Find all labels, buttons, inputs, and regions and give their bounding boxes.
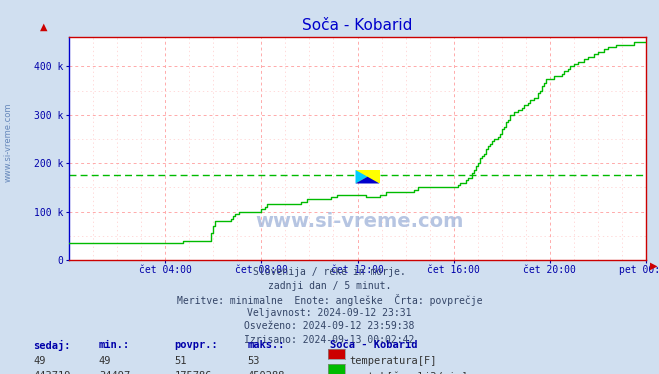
Polygon shape: [355, 170, 368, 184]
Text: 450288: 450288: [247, 371, 285, 374]
Text: pretok[čevelj3/min]: pretok[čevelj3/min]: [349, 371, 468, 374]
Text: maks.:: maks.:: [247, 340, 285, 350]
Text: temperatura[F]: temperatura[F]: [349, 356, 437, 366]
Text: Veljavnost: 2024-09-12 23:31: Veljavnost: 2024-09-12 23:31: [247, 308, 412, 318]
Text: www.si-vreme.com: www.si-vreme.com: [3, 102, 13, 182]
Text: Izrisano: 2024-09-13 00:02:42: Izrisano: 2024-09-13 00:02:42: [244, 335, 415, 345]
Text: povpr.:: povpr.:: [175, 340, 218, 350]
Text: 49: 49: [99, 356, 111, 366]
Bar: [355, 170, 380, 184]
Text: Soča - Kobarid: Soča - Kobarid: [330, 340, 417, 350]
Text: 175786: 175786: [175, 371, 212, 374]
Text: Osveženo: 2024-09-12 23:59:38: Osveženo: 2024-09-12 23:59:38: [244, 321, 415, 331]
Text: zadnji dan / 5 minut.: zadnji dan / 5 minut.: [268, 281, 391, 291]
Title: Soča - Kobarid: Soča - Kobarid: [302, 18, 413, 33]
Text: Meritve: minimalne  Enote: angleške  Črta: povprečje: Meritve: minimalne Enote: angleške Črta:…: [177, 294, 482, 306]
Text: 34497: 34497: [99, 371, 130, 374]
Text: 53: 53: [247, 356, 260, 366]
Text: 443719: 443719: [33, 371, 71, 374]
Text: www.si-vreme.com: www.si-vreme.com: [255, 212, 464, 231]
Text: min.:: min.:: [99, 340, 130, 350]
Text: Slovenija / reke in morje.: Slovenija / reke in morje.: [253, 267, 406, 278]
Text: sedaj:: sedaj:: [33, 340, 71, 351]
Text: 51: 51: [175, 356, 187, 366]
Polygon shape: [355, 177, 380, 184]
Text: ▲: ▲: [40, 22, 48, 32]
Text: ▶: ▶: [650, 260, 658, 270]
Text: 49: 49: [33, 356, 45, 366]
